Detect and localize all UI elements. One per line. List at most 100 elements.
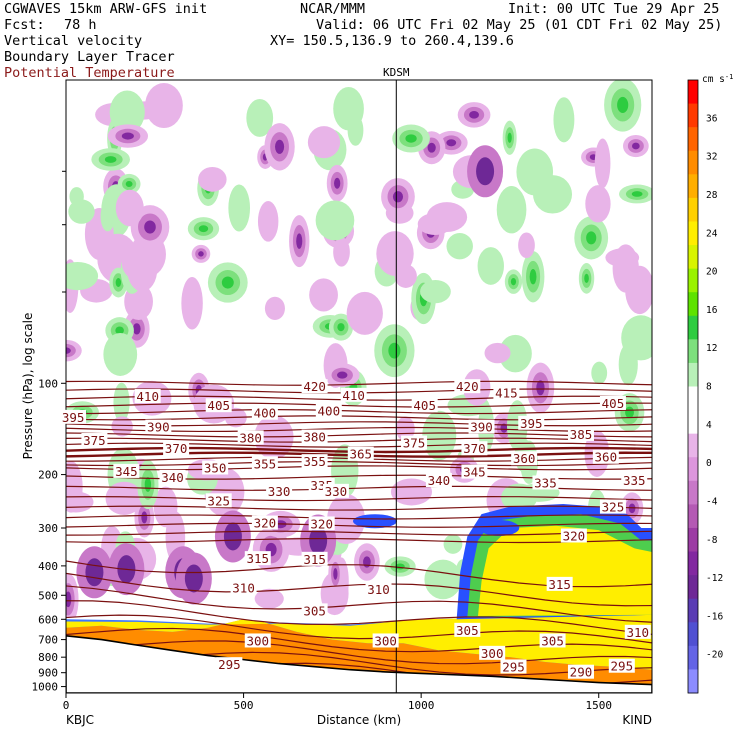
theta-isentrope (66, 380, 652, 386)
theta-label: 380 (303, 430, 326, 445)
x-tick-label: 500 (234, 699, 254, 712)
theta-isentrope (66, 461, 652, 467)
w-contour-weak (394, 264, 417, 288)
colorbar-unit: cm s-1 (702, 73, 733, 85)
colorbar-label: 4 (706, 420, 712, 431)
theta-label-bg (205, 493, 232, 508)
theta-label: 390 (470, 420, 493, 435)
theta-label-bg (60, 409, 87, 424)
w-contour-strong (632, 142, 640, 150)
theta-label-bg (592, 449, 619, 464)
source-label: NCAR/MMM (300, 1, 366, 17)
theta-label-bg (468, 419, 495, 434)
theta-label: 370 (463, 441, 486, 456)
w-contour-weak (426, 202, 468, 233)
w-contour-weak (591, 361, 608, 385)
theta-label-bg (599, 499, 626, 514)
colorbar-segment (688, 245, 698, 270)
colorbar-frame (687, 79, 699, 694)
colorbar-segment (688, 221, 698, 246)
w-sink-core-inner (309, 526, 328, 555)
theta-label-bg (347, 446, 374, 461)
theta-label-bg (425, 473, 452, 488)
theta-label: 295 (218, 657, 241, 672)
theta-label: 305 (456, 623, 479, 638)
w-contour-weak (309, 278, 338, 312)
theta-isentrope (66, 514, 652, 520)
w-contour-weak (66, 261, 99, 291)
w-contour-weak (228, 184, 251, 232)
theta-label: 300 (246, 633, 269, 648)
theta-label: 325 (207, 493, 230, 508)
w-contour-strong (536, 380, 545, 396)
theta-label-bg (532, 475, 559, 490)
theta-label: 320 (563, 528, 586, 543)
w-contour-weak (443, 534, 463, 554)
y-tick-label: 600 (38, 613, 58, 626)
theta-label: 320 (310, 516, 333, 531)
theta-label: 315 (246, 551, 269, 566)
w-contour-weak (605, 248, 640, 267)
theta-isentrope (66, 572, 652, 607)
colorbar-label: -4 (706, 496, 718, 507)
theta-label: 300 (481, 646, 504, 661)
cross-section-endpoints: XY= 150.5,136.9 to 260.4,139.6 (270, 33, 514, 49)
theta-isentrope (66, 496, 652, 502)
w-sink-core-inner (85, 558, 104, 587)
w-contour-strong (507, 132, 512, 143)
theta-label: 305 (541, 633, 564, 648)
theta-label: 405 (602, 396, 625, 411)
w-contour-weak (346, 291, 383, 335)
theta-label-bg (322, 483, 349, 498)
theta-label: 315 (303, 552, 326, 567)
theta-label: 310 (232, 581, 255, 596)
w-contour-strong (584, 273, 589, 283)
colorbar-label: -12 (706, 573, 723, 584)
w-sink-core-inner (476, 157, 495, 186)
theta-label-bg (372, 633, 399, 648)
theta-label-bg (163, 441, 190, 456)
colorbar-label: -16 (706, 611, 723, 622)
init-time: Init: 00 UTC Tue 29 Apr 25 (508, 1, 720, 17)
theta-label-bg (518, 415, 545, 430)
w-contour-strong (334, 177, 341, 189)
w-contour-strong (125, 180, 133, 188)
w-contour-strong (405, 134, 417, 143)
theta-label-bg (301, 603, 328, 618)
theta-label-bg (205, 398, 232, 413)
colorbar-segment (688, 339, 698, 364)
convective-plume-core (477, 525, 652, 616)
theta-label: 335 (623, 473, 646, 488)
y-tick-label: 200 (38, 469, 58, 482)
theta-label-bg (567, 664, 594, 679)
forecast-hour: 78 h (64, 17, 97, 33)
theta-label-bg (308, 516, 335, 531)
w-contour-strong (395, 563, 405, 570)
theta-label: 310 (627, 625, 650, 640)
theta-label-bg (251, 515, 278, 530)
theta-label-bg (599, 395, 626, 410)
w-contour-weak (496, 186, 527, 234)
theta-label-bg (461, 441, 488, 456)
theta-label: 405 (207, 398, 230, 413)
colorbar-label: 20 (706, 267, 718, 278)
theta-label-bg (237, 430, 264, 445)
y-tick-label: 400 (38, 560, 58, 573)
theta-label: 390 (147, 420, 170, 435)
colorbar-label: 24 (706, 228, 718, 239)
model-title: CGWAVES 15km ARW-GFS init (4, 1, 208, 17)
theta-label: 330 (325, 484, 348, 499)
colorbar: 36 32 28 24 20 16 12 8 4 0 -4 -8 -12 -16 -20 (687, 79, 723, 694)
w-contour-weak (625, 265, 652, 315)
w-contour-strong (66, 591, 72, 608)
theta-label: 410 (136, 389, 159, 404)
colorbar-label: -8 (706, 535, 718, 546)
colorbar-segment (688, 598, 698, 623)
colorbar-segment (688, 197, 698, 222)
theta-label-bg (301, 551, 328, 566)
isolated-tracer-cell (479, 519, 520, 536)
w-contour-strong (104, 156, 117, 163)
colorbar-segment (688, 622, 698, 647)
w-contour-strong (337, 371, 348, 379)
